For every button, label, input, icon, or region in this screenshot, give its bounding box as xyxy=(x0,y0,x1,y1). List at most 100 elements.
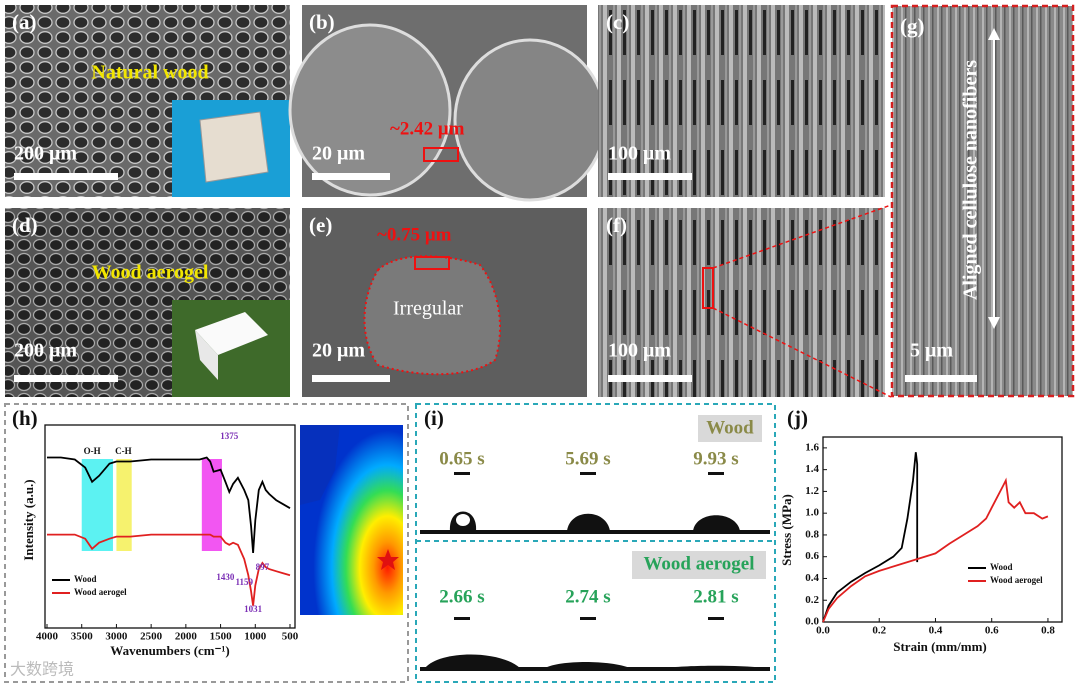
band xyxy=(81,459,113,551)
time-label: 5.69 s xyxy=(565,448,610,469)
annotation: Wood aerogel xyxy=(92,262,209,284)
band xyxy=(116,459,132,551)
sem-image xyxy=(598,208,885,397)
series-line xyxy=(47,533,291,606)
y-axis-label: Intensity (a.u.) xyxy=(21,479,36,560)
zoom-line xyxy=(712,307,892,398)
series-line xyxy=(47,456,291,553)
scale-bar xyxy=(312,173,390,180)
panel-label: (h) xyxy=(12,406,38,430)
x-axis-label: Strain (mm/mm) xyxy=(893,639,987,654)
zoom-line xyxy=(712,204,892,269)
aerogel-block xyxy=(195,330,218,380)
annotation: O-H xyxy=(84,446,101,456)
legend-label: Wood aerogel xyxy=(74,587,127,597)
needle xyxy=(580,617,596,620)
scale-label: 200 μm xyxy=(14,143,77,165)
needle xyxy=(454,472,470,475)
scale-label: 20 μm xyxy=(312,340,365,362)
panel-a: (a) Natural wood 200 μm xyxy=(5,5,290,197)
droplet xyxy=(665,665,765,668)
arrow-head xyxy=(988,28,1000,40)
x-tick-label: 3500 xyxy=(71,631,94,643)
star xyxy=(377,549,399,570)
heatmap-region xyxy=(300,425,340,505)
group-title: Wood xyxy=(706,417,754,438)
y-tick-label: 0.0 xyxy=(805,616,819,628)
y-tick-label: 1.0 xyxy=(805,507,819,519)
scale-bar xyxy=(905,375,977,382)
panel-label: (f) xyxy=(606,213,627,237)
y-tick-label: 0.8 xyxy=(805,528,819,540)
x-tick-label: 2000 xyxy=(175,631,198,643)
panel-f: (f) 100 μm xyxy=(598,204,892,398)
scale-label: 100 μm xyxy=(608,143,671,165)
group-title: Wood aerogel xyxy=(643,553,754,574)
time-label: 2.66 s xyxy=(439,586,484,607)
panel-frame xyxy=(4,403,409,683)
droplet xyxy=(545,662,630,668)
panel-label: (d) xyxy=(12,213,38,237)
panel-label: (c) xyxy=(606,10,629,34)
panel-label: (e) xyxy=(309,213,332,237)
y-tick-label: 0.2 xyxy=(805,594,819,606)
time-label: 9.93 s xyxy=(693,448,738,469)
arrow-head xyxy=(988,317,1000,329)
annotation: 897 xyxy=(256,562,270,572)
highlight-box xyxy=(414,256,450,270)
time-label: 2.81 s xyxy=(693,586,738,607)
x-tick-label: 0.6 xyxy=(985,625,999,637)
panel-label: (g) xyxy=(900,14,925,38)
panel-g: (g) Aligned cellulose nanofibers 5 μm xyxy=(890,4,1075,398)
droplet xyxy=(425,654,520,668)
annotation: C-H xyxy=(115,446,132,456)
scale-bar xyxy=(14,173,118,180)
highlight-box xyxy=(702,267,714,309)
y-tick-label: 1.4 xyxy=(805,463,819,475)
panel-e: (e) ~0.75 μm Irregular 20 μm xyxy=(302,208,587,397)
x-tick-label: 0.0 xyxy=(816,625,830,637)
scale-bar xyxy=(312,375,390,382)
legend-label: Wood aerogel xyxy=(990,575,1043,585)
x-tick-label: 500 xyxy=(282,631,299,643)
x-tick-label: 0.8 xyxy=(1041,625,1055,637)
droplet xyxy=(567,513,610,531)
irregular-outline xyxy=(363,255,501,376)
x-tick-label: 1000 xyxy=(244,631,267,643)
plot-frame xyxy=(44,424,296,629)
x-axis-label: Wavenumbers (cm⁻¹) xyxy=(110,643,229,658)
panel-c: (c) 100 μm xyxy=(598,5,885,197)
scale-label: 5 μm xyxy=(910,340,953,362)
droplets xyxy=(420,472,770,671)
needle xyxy=(708,617,724,620)
scale-bar xyxy=(608,173,692,180)
needle xyxy=(708,472,724,475)
plot-frame xyxy=(822,436,1063,623)
band xyxy=(201,459,222,551)
needle xyxy=(580,472,596,475)
scale-label: 20 μm xyxy=(312,143,365,165)
group-badge xyxy=(698,415,762,442)
panel-b: (b) ~2.42 μm 20 μm xyxy=(288,5,607,202)
panel-i: (i) Wood Wood aerogel 0.65 s 5.69 s 9.93… xyxy=(415,403,776,683)
note: Irregular xyxy=(393,298,463,320)
y-tick-label: 1.6 xyxy=(805,441,819,453)
cell xyxy=(453,38,607,202)
substrate xyxy=(420,530,770,534)
x-tick-label: 0.2 xyxy=(872,625,886,637)
x-tick-label: 1500 xyxy=(210,631,233,643)
series-line xyxy=(822,452,919,623)
sem-image xyxy=(890,4,1075,398)
scale-label: 100 μm xyxy=(608,340,671,362)
aerogel-block xyxy=(195,312,268,355)
annotation: 1430 xyxy=(216,572,235,582)
legend-label: Wood xyxy=(74,574,97,584)
needle xyxy=(454,617,470,620)
x-tick-label: 0.4 xyxy=(929,625,943,637)
panel-label: (i) xyxy=(424,406,444,430)
annotation: ~2.42 μm xyxy=(390,118,465,139)
scale-bar xyxy=(14,375,118,382)
annotation: 1159 xyxy=(235,577,253,587)
x-tick-label: 4000 xyxy=(36,631,59,643)
